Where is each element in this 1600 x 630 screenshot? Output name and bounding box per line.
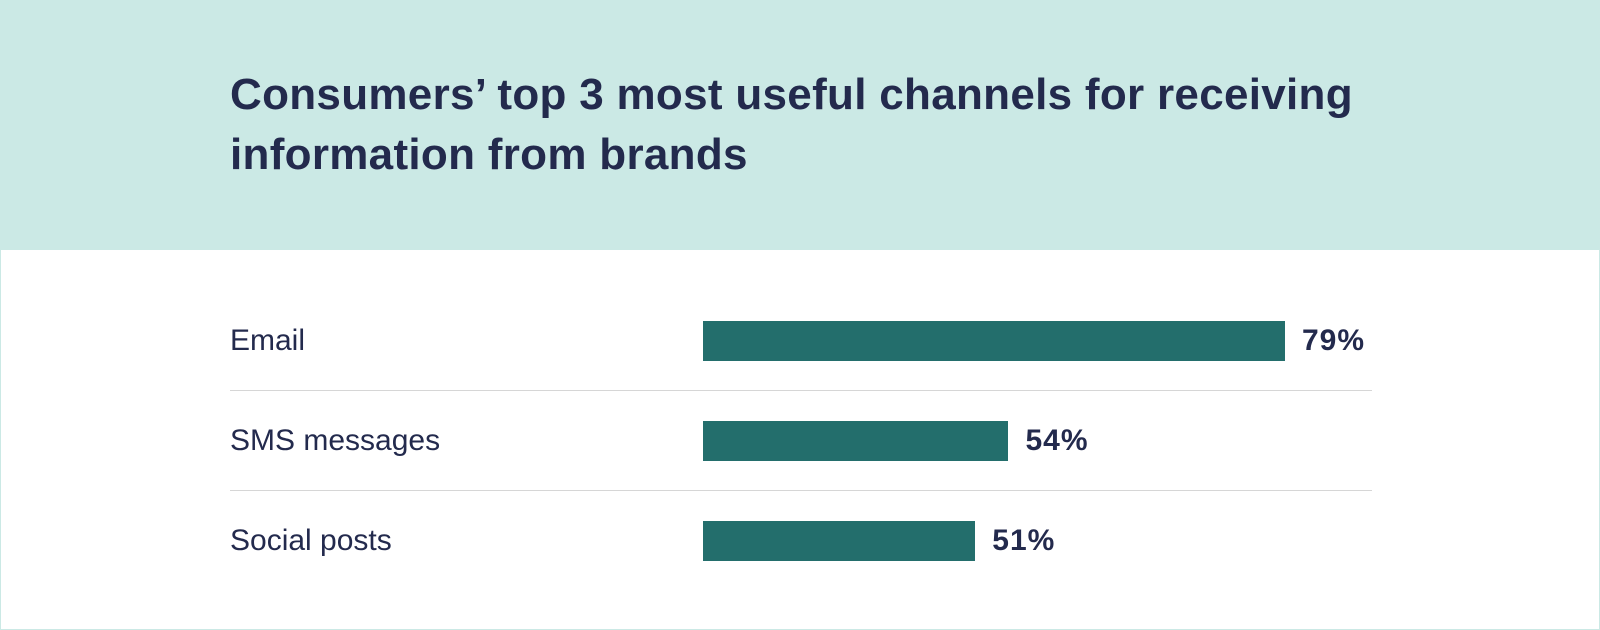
bar-row: Social posts 51% (230, 491, 1372, 591)
value-label: 51% (992, 524, 1056, 557)
value-label: 79% (1302, 324, 1366, 357)
value-label: 54% (1025, 424, 1089, 457)
chart-header: Consumers’ top 3 most useful channels fo… (1, 1, 1599, 250)
bar-rows: Email 79% SMS messages 54% Social posts 51% (230, 291, 1372, 591)
bar-row: SMS messages 54% (230, 391, 1372, 491)
bar (703, 421, 1009, 461)
category-label: Email (230, 324, 306, 357)
row-divider (230, 490, 1372, 491)
category-label: SMS messages (230, 424, 441, 457)
bar-row: Email 79% (230, 291, 1372, 391)
category-label: Social posts (230, 524, 392, 557)
bar (703, 321, 1285, 361)
row-divider (230, 390, 1372, 391)
bar (703, 521, 976, 561)
chart-title: Consumers’ top 3 most useful channels fo… (230, 70, 1353, 179)
